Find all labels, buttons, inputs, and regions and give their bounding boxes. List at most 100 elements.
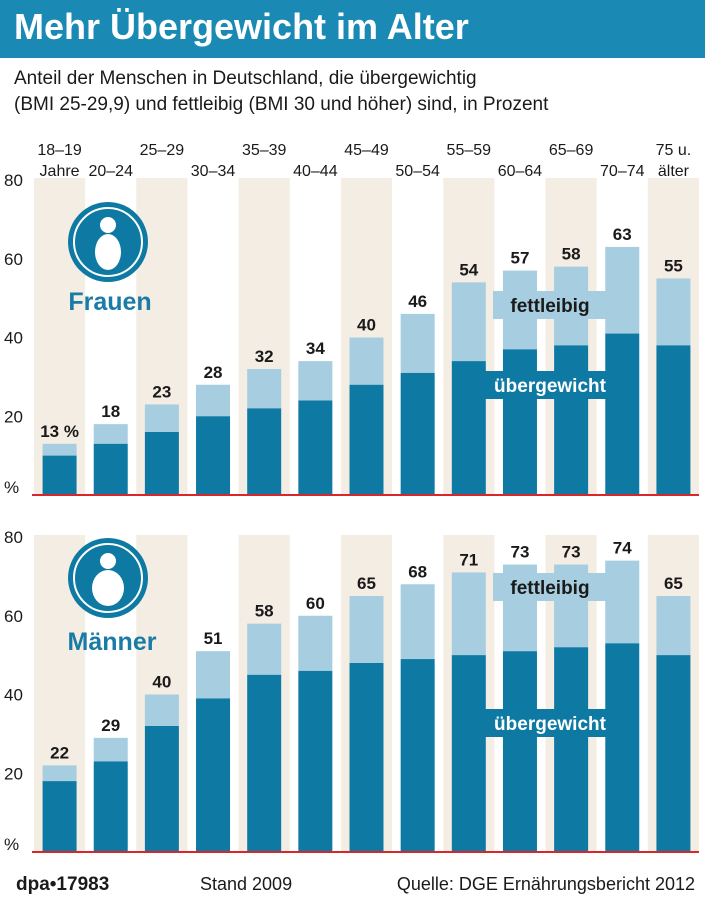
bar-segment-uebergewicht — [605, 333, 640, 495]
bar-segment-fettleibig — [400, 584, 435, 660]
bar-total-label: 22 — [50, 743, 69, 762]
dpa-logo: dpa•17983 — [16, 874, 110, 895]
bar-segment-uebergewicht — [656, 345, 691, 495]
bar-total-label: 74 — [613, 539, 632, 558]
person-icon-body — [95, 234, 121, 270]
bar-segment-uebergewicht — [554, 647, 589, 852]
x-category-label: 35–39 — [242, 142, 287, 159]
bar-segment-uebergewicht — [298, 400, 333, 495]
bar-segment-uebergewicht — [42, 781, 77, 852]
bar-total-label: 32 — [255, 347, 274, 366]
x-category-label: 18–19 — [37, 142, 82, 159]
bar-segment-fettleibig — [144, 404, 179, 432]
legend-label-uebergewicht: übergewicht — [494, 714, 607, 735]
bar-segment-uebergewicht — [349, 384, 384, 495]
page-title: Mehr Übergewicht im Alter — [14, 6, 469, 47]
legend-box-uebergewicht — [482, 709, 618, 737]
legend-label-uebergewicht: übergewicht — [494, 376, 607, 397]
bar-total-label: 46 — [408, 292, 427, 311]
bar-total-label: 73 — [511, 543, 530, 562]
bar-segment-uebergewicht — [400, 659, 435, 852]
bar-total-label: 71 — [459, 550, 478, 569]
x-category-label: 45–49 — [344, 142, 389, 159]
x-category-label: Jahre — [40, 163, 80, 180]
y-tick-label: 60 — [4, 607, 23, 626]
stand-note: Stand 2009 — [200, 874, 293, 894]
bar-segment-fettleibig — [656, 278, 691, 346]
bar-total-label: 18 — [101, 402, 120, 421]
person-icon-ring — [73, 543, 143, 613]
footer: dpa•17983 Stand 2009 Quelle: DGE Ernähru… — [0, 860, 705, 903]
y-tick-label: 20 — [4, 407, 23, 426]
bar-segment-uebergewicht — [298, 670, 333, 852]
bar-segment-uebergewicht — [400, 372, 435, 495]
legend-box-uebergewicht — [482, 371, 618, 399]
bar-segment-fettleibig — [42, 443, 77, 456]
y-tick-label: 40 — [4, 686, 23, 705]
person-icon-body — [92, 570, 124, 606]
x-category-label: 50–54 — [395, 163, 440, 180]
bar-segment-uebergewicht — [144, 726, 179, 852]
panel-label: Männer — [68, 628, 157, 656]
bar-total-label: 58 — [255, 602, 274, 621]
bar-segment-uebergewicht — [349, 663, 384, 852]
x-category-label: 60–64 — [498, 163, 543, 180]
panel-label: Frauen — [68, 288, 151, 316]
bar-segment-fettleibig — [451, 282, 486, 362]
bar-total-label: 55 — [664, 256, 683, 275]
legend-label-fettleibig: fettleibig — [510, 296, 589, 317]
subtitle-line-1: Anteil der Menschen in Deutschland, die … — [14, 68, 477, 89]
bar-segment-fettleibig — [298, 361, 333, 401]
x-category-label: 40–44 — [293, 163, 338, 180]
bar-segment-fettleibig — [400, 313, 435, 373]
bar-total-label: 57 — [511, 249, 530, 268]
bar-total-label: 51 — [204, 629, 223, 648]
x-category-label: älter — [658, 163, 690, 180]
legend-box-fettleibig — [493, 573, 607, 601]
y-tick-label: % — [4, 478, 19, 497]
person-icon-head — [100, 553, 116, 569]
bar-segment-fettleibig — [349, 596, 384, 663]
y-tick-label: 60 — [4, 250, 23, 269]
bar-total-label: 63 — [613, 225, 632, 244]
bar-total-label: 68 — [408, 562, 427, 581]
bar-segment-uebergewicht — [93, 761, 128, 852]
bar-segment-uebergewicht — [554, 345, 589, 495]
bar-total-label: 73 — [562, 543, 581, 562]
bar-total-label: 40 — [152, 673, 171, 692]
bar-total-label: 13 % — [40, 422, 79, 441]
y-tick-label: 40 — [4, 329, 23, 348]
bar-segment-fettleibig — [144, 694, 179, 726]
bar-segment-fettleibig — [605, 246, 640, 334]
y-tick-label: 20 — [4, 764, 23, 783]
bar-total-label: 65 — [357, 574, 376, 593]
bar-segment-fettleibig — [247, 623, 282, 675]
x-category-label: 75 u. — [656, 142, 692, 159]
x-category-label: 65–69 — [549, 142, 594, 159]
bar-segment-uebergewicht — [42, 455, 77, 495]
bar-segment-uebergewicht — [93, 443, 128, 495]
chart-canvas: 80 60 40 20% 13 % 18 23 28 32 34 40 46 54 57 58 63 55 fet… — [4, 142, 699, 854]
y-tick-label: 80 — [4, 171, 23, 190]
bar-segment-uebergewicht — [144, 432, 179, 495]
bar-segment-fettleibig — [196, 384, 231, 417]
bar-total-label: 23 — [152, 382, 171, 401]
bar-segment-uebergewicht — [196, 416, 231, 495]
bar-total-label: 60 — [306, 594, 325, 613]
bar-total-label: 29 — [101, 716, 120, 735]
bar-segment-fettleibig — [656, 596, 691, 656]
title-bar: Mehr Übergewicht im Alter — [0, 0, 705, 58]
bar-total-label: 58 — [562, 245, 581, 264]
bar-segment-uebergewicht — [451, 361, 486, 495]
bar-segment-fettleibig — [247, 369, 282, 409]
source-note: Quelle: DGE Ernährungsbericht 2012 — [396, 874, 695, 894]
bar-segment-fettleibig — [42, 765, 77, 782]
bar-total-label: 28 — [204, 363, 223, 382]
person-icon-ring — [73, 207, 143, 277]
y-tick-label: 80 — [4, 528, 23, 547]
bar-segment-uebergewicht — [502, 651, 537, 852]
bar-segment-uebergewicht — [196, 698, 231, 852]
bar-segment-fettleibig — [451, 572, 486, 656]
x-category-label: 25–29 — [140, 142, 185, 159]
person-icon-head — [100, 217, 116, 233]
